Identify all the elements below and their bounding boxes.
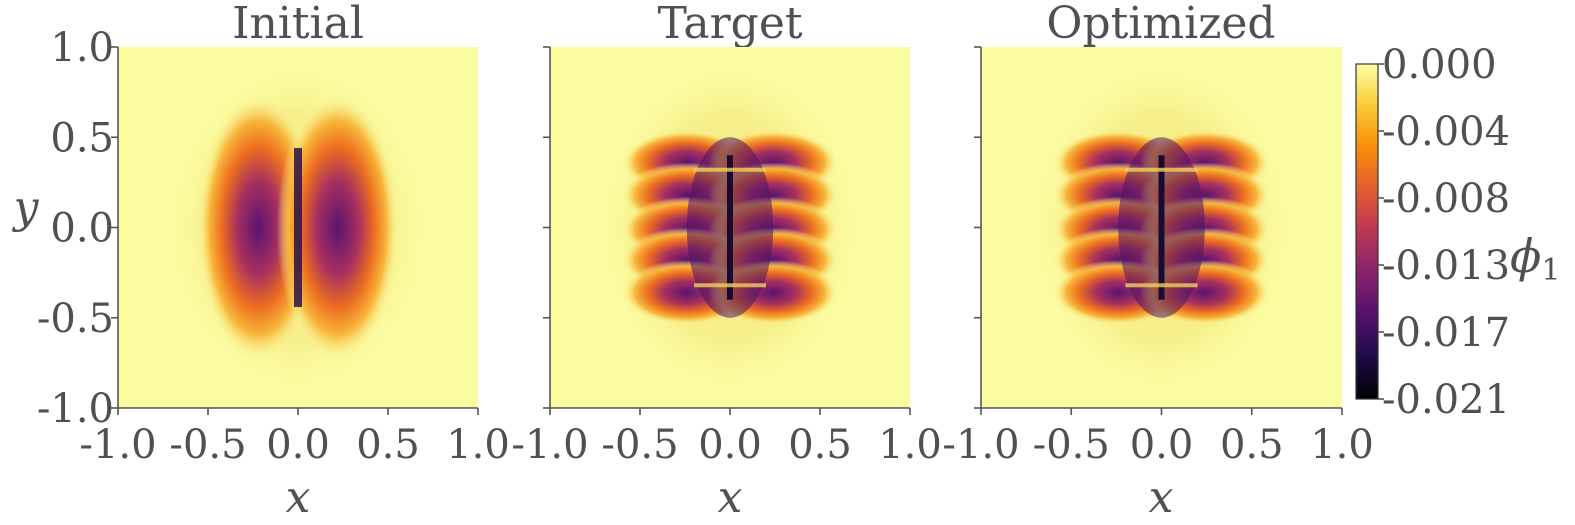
panel-target: Target -1.0 -0.5 0.0 0.5 1.0 x <box>511 0 941 523</box>
heatmap-field: -1.0 -0.5 0.0 0.5 1.0 1.0 0.5 0.0 -0.5 -1.0 <box>37 25 510 468</box>
colorbar-gradient <box>1355 63 1379 400</box>
x-tick-label: -0.5 <box>1033 422 1110 468</box>
heatmap-field: -1.0 -0.5 0.0 0.5 1.0 <box>942 46 1374 468</box>
x-tick-label: 0.5 <box>356 422 420 468</box>
slit-core <box>294 148 302 307</box>
colorbar-tick-label: 0.000 <box>1382 42 1497 88</box>
right-lobe <box>276 93 399 362</box>
colorbar-tick-label: -0.013 <box>1382 243 1510 289</box>
panel-optimized: Optimized -1.0 -0.5 0.0 0.5 1.0 x <box>942 0 1373 523</box>
colorbar-ticks: 0.000 -0.004 -0.008 -0.013 -0.017 -0.021 <box>1378 42 1510 423</box>
colorbar-tick-label: -0.017 <box>1382 310 1510 356</box>
x-axis-label: x <box>1149 472 1174 523</box>
x-tick-label: 0.5 <box>1220 422 1284 468</box>
x-tick-label: 1.0 <box>878 422 942 468</box>
panel-title: Optimized <box>1046 0 1275 49</box>
colorbar-label: ϕ1 <box>1510 229 1560 288</box>
x-tick-label: 0.0 <box>698 422 762 468</box>
x-tick-label: 0.0 <box>266 422 330 468</box>
crack <box>694 283 766 288</box>
panel-initial: Initial -1.0 -0.5 0.0 0.5 1.01.00.50.0-0.5-1… <box>12 0 510 523</box>
x-axis-label: x <box>286 472 311 523</box>
colorbar: 0.000 -0.004 -0.008 -0.013 -0.017 -0.021 ϕ1 <box>1355 42 1560 423</box>
x-tick-label: 1.0 <box>1310 422 1374 468</box>
field-layer <box>550 47 910 408</box>
crack <box>1125 167 1198 172</box>
panel-title: Initial <box>232 0 364 49</box>
colorbar-tick-label: -0.008 <box>1382 176 1510 222</box>
colorbar-tick-label: -0.004 <box>1382 109 1510 155</box>
colorbar-label-subscript: 1 <box>1541 253 1560 288</box>
x-tick-label: 1.0 <box>446 422 510 468</box>
crack <box>1125 283 1198 288</box>
x-tick-label: -1.0 <box>79 422 156 468</box>
heatmap-field: -1.0 -0.5 0.0 0.5 1.0 <box>511 46 942 468</box>
y-tick-label: -1.0 <box>37 386 114 432</box>
y-tick-label: 0.5 <box>50 115 114 161</box>
x-tick-label: -0.5 <box>169 422 246 468</box>
y-axis-label: y <box>12 182 40 233</box>
y-tick-label: 0.0 <box>50 206 114 252</box>
y-tick-label: 1.0 <box>50 25 114 71</box>
field-layer <box>981 47 1342 408</box>
x-tick-label: 0.5 <box>788 422 852 468</box>
panel-title: Target <box>657 0 802 49</box>
colorbar-label-main: ϕ <box>1510 229 1541 283</box>
slit-core <box>1158 155 1165 300</box>
colorbar-tick-label: -0.021 <box>1382 377 1510 423</box>
x-axis-label: x <box>718 472 743 523</box>
x-tick-label: 0.0 <box>1130 422 1194 468</box>
crack <box>694 167 766 172</box>
x-tick-label: -1.0 <box>511 422 588 468</box>
slit-core <box>727 155 733 300</box>
y-tick-label: -0.5 <box>37 296 114 342</box>
x-tick-label: -0.5 <box>601 422 678 468</box>
x-tick-label: -1.0 <box>942 422 1019 468</box>
field-layer <box>118 47 478 408</box>
